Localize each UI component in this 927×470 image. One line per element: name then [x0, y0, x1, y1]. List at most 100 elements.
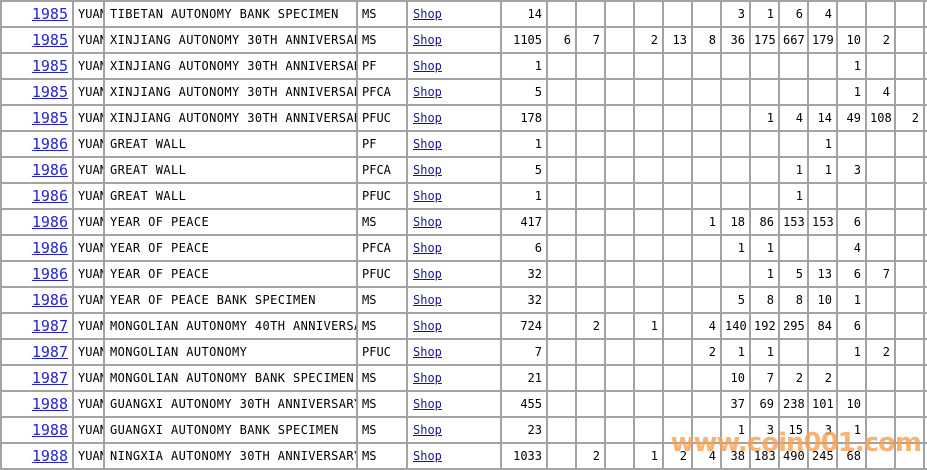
grade-count-cell [865, 364, 896, 392]
description-cell: MONGOLIAN AUTONOMY [103, 338, 358, 366]
grade-count-cell [604, 260, 635, 288]
shop-cell: Shop [406, 0, 502, 28]
year-link[interactable]: 1986 [31, 239, 68, 257]
shop-link[interactable]: Shop [413, 7, 442, 21]
description-cell: MONGOLIAN AUTONOMY 40TH ANNIVERSARY [103, 312, 358, 340]
grade-count-cell [865, 208, 896, 236]
grade-count-cell [604, 130, 635, 158]
grade-count-cell: 37 [720, 390, 751, 418]
shop-link[interactable]: Shop [413, 293, 442, 307]
grade-count-cell [894, 78, 925, 106]
grade-count-cell: 4 [807, 0, 838, 28]
year-link[interactable]: 1986 [31, 187, 68, 205]
shop-link[interactable]: Shop [413, 59, 442, 73]
grade-count-cell: 1 [749, 0, 780, 28]
shop-link[interactable]: Shop [413, 137, 442, 151]
grade-count-cell [546, 364, 577, 392]
shop-link[interactable]: Shop [413, 189, 442, 203]
grade-count-cell [604, 104, 635, 132]
grade-count-cell: 10 [720, 364, 751, 392]
grade-count-cell: 2 [691, 338, 722, 366]
shop-link[interactable]: Shop [413, 85, 442, 99]
year-link[interactable]: 1985 [31, 5, 68, 23]
grade-count-cell [923, 182, 927, 210]
grade-count-cell [865, 234, 896, 262]
shop-link[interactable]: Shop [413, 449, 442, 463]
grade-count-cell: 6 [836, 260, 867, 288]
grade-count-cell [575, 390, 606, 418]
total-count-cell: 21 [500, 364, 548, 392]
shop-link[interactable]: Shop [413, 111, 442, 125]
grade-count-cell: 1 [691, 208, 722, 236]
grade-count-cell [633, 208, 664, 236]
year-link[interactable]: 1986 [31, 213, 68, 231]
grade-service-cell: MS [356, 208, 408, 236]
grade-count-cell: 5 [720, 286, 751, 314]
grade-count-cell: 101 [807, 390, 838, 418]
grade-count-cell [575, 416, 606, 444]
year-link[interactable]: 1988 [31, 447, 68, 465]
grade-count-cell [633, 416, 664, 444]
grade-count-cell [865, 156, 896, 184]
shop-link[interactable]: Shop [413, 371, 442, 385]
total-count-cell: 1 [500, 52, 548, 80]
year-link[interactable]: 1988 [31, 421, 68, 439]
grade-count-cell [662, 130, 693, 158]
grade-count-cell [575, 234, 606, 262]
shop-link[interactable]: Shop [413, 397, 442, 411]
grade-count-cell [633, 156, 664, 184]
grade-count-cell [604, 442, 635, 470]
shop-link[interactable]: Shop [413, 241, 442, 255]
grade-count-cell: 2 [575, 312, 606, 340]
year-link[interactable]: 1985 [31, 83, 68, 101]
description-cell: NINGXIA AUTONOMY 30TH ANNIVERSARY [103, 442, 358, 470]
grade-count-cell [662, 156, 693, 184]
year-link[interactable]: 1987 [31, 317, 68, 335]
grade-count-cell [720, 156, 751, 184]
year-link[interactable]: 1987 [31, 343, 68, 361]
year-link[interactable]: 1985 [31, 57, 68, 75]
year-link[interactable]: 1985 [31, 109, 68, 127]
total-count-cell: 23 [500, 416, 548, 444]
shop-link[interactable]: Shop [413, 319, 442, 333]
grade-count-cell [865, 52, 896, 80]
total-count-cell: 32 [500, 260, 548, 288]
year-link[interactable]: 1986 [31, 265, 68, 283]
grade-count-cell: 238 [778, 390, 809, 418]
year-link[interactable]: 1986 [31, 135, 68, 153]
grade-count-cell [604, 182, 635, 210]
year-link[interactable]: 1986 [31, 161, 68, 179]
shop-link[interactable]: Shop [413, 33, 442, 47]
shop-link[interactable]: Shop [413, 163, 442, 177]
grade-count-cell [691, 416, 722, 444]
year-link[interactable]: 1988 [31, 395, 68, 413]
shop-link[interactable]: Shop [413, 423, 442, 437]
grade-count-cell [923, 416, 927, 444]
year-link[interactable]: 1986 [31, 291, 68, 309]
grade-count-cell [575, 286, 606, 314]
grade-count-cell [662, 0, 693, 28]
shop-link[interactable]: Shop [413, 267, 442, 281]
year-link[interactable]: 1987 [31, 369, 68, 387]
shop-link[interactable]: Shop [413, 345, 442, 359]
grade-count-cell [662, 234, 693, 262]
description-cell: XINJIANG AUTONOMY 30TH ANNIVERSARY [103, 78, 358, 106]
grade-service-cell: MS [356, 312, 408, 340]
grade-count-cell [691, 364, 722, 392]
grade-count-cell [633, 260, 664, 288]
description-cell: XINJIANG AUTONOMY 30TH ANNIVERSARY [103, 104, 358, 132]
year-link[interactable]: 1985 [31, 31, 68, 49]
grade-count-cell: 86 [749, 208, 780, 236]
grade-count-cell [546, 286, 577, 314]
grade-count-cell [749, 78, 780, 106]
shop-link[interactable]: Shop [413, 215, 442, 229]
grade-count-cell [604, 364, 635, 392]
grade-count-cell [633, 78, 664, 106]
grade-count-cell [836, 364, 867, 392]
